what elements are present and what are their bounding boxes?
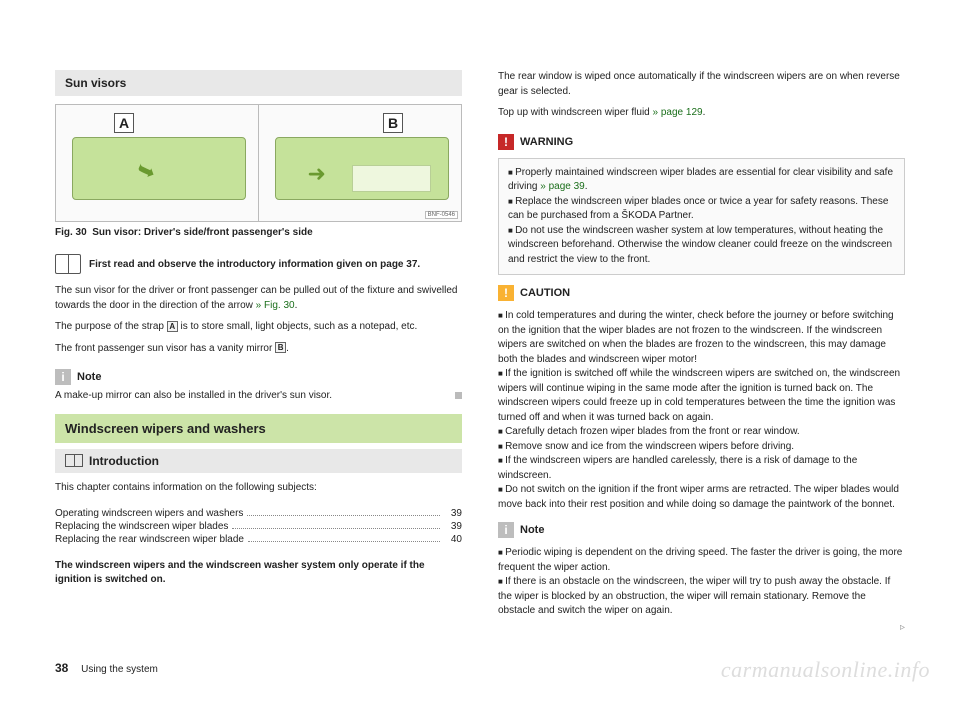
info-row: First read and observe the introductory … — [55, 254, 462, 274]
section-title-sun-visors: Sun visors — [55, 70, 462, 96]
note-body: A make-up mirror can also be installed i… — [55, 389, 462, 404]
toc-row[interactable]: Operating windscreen wipers and washers … — [55, 508, 462, 519]
text: A make-up mirror can also be installed i… — [55, 390, 332, 401]
fig-num: Fig. 30 — [55, 227, 87, 238]
list-item: If the ignition is switched off while th… — [498, 367, 905, 425]
toc-page: 40 — [444, 534, 462, 545]
visor-shape-b — [275, 137, 449, 200]
section-name: Using the system — [81, 664, 158, 675]
figure-label-a: A — [114, 113, 134, 133]
paragraph: The front passenger sun visor has a vani… — [55, 342, 462, 357]
note-heading: i Note — [498, 522, 905, 538]
inline-label-a: A — [167, 321, 178, 332]
toc-row[interactable]: Replacing the rear windscreen wiper blad… — [55, 534, 462, 545]
info-icon: i — [55, 369, 71, 385]
note-heading: i Note — [55, 369, 462, 385]
figure-link[interactable]: » Fig. 30 — [256, 300, 295, 311]
paragraph: The rear window is wiped once automatica… — [498, 70, 905, 99]
continue-icon: ▹ — [900, 621, 905, 636]
figure-label-b: B — [383, 113, 403, 133]
warning-icon: ! — [498, 134, 514, 150]
list-item: Do not switch on the ignition if the fro… — [498, 483, 905, 512]
text: Top up with windscreen wiper fluid — [498, 107, 653, 118]
list-item: Periodic wiping is dependent on the driv… — [498, 546, 905, 575]
note-body: Periodic wiping is dependent on the driv… — [498, 546, 905, 635]
list-item: If the windscreen wipers are handled car… — [498, 454, 905, 483]
page: Sun visors ➥ ➜ A B BNF-0546 Fig. 30 Sun … — [0, 0, 960, 701]
page-footer: 38 Using the system — [55, 661, 158, 675]
fig-text: Sun visor: Driver's side/front passenger… — [92, 227, 312, 238]
figure-panel-b: ➜ — [258, 105, 461, 221]
list-item: Carefully detach frozen wiper blades fro… — [498, 425, 905, 440]
page-link[interactable]: » page 39 — [540, 181, 585, 192]
caution-label: CAUTION — [520, 287, 570, 299]
paragraph: Top up with windscreen wiper fluid » pag… — [498, 106, 905, 121]
paragraph: The sun visor for the driver or front pa… — [55, 284, 462, 313]
toc-leader — [247, 515, 440, 516]
left-column: Sun visors ➥ ➜ A B BNF-0546 Fig. 30 Sun … — [55, 70, 480, 681]
toc-text: Operating windscreen wipers and washers — [55, 508, 243, 519]
text: The front passenger sun visor has a vani… — [55, 343, 275, 354]
caution-body: In cold temperatures and during the wint… — [498, 309, 905, 512]
arrow-icon: ➜ — [307, 161, 325, 187]
toc-leader — [248, 541, 440, 542]
paragraph: The purpose of the strap A is to store s… — [55, 320, 462, 335]
toc-page: 39 — [444, 521, 462, 532]
caution-heading: ! CAUTION — [498, 285, 905, 301]
figure-panel-a: ➥ — [56, 105, 258, 221]
note-label: Note — [77, 371, 101, 383]
figure-code: BNF-0546 — [425, 211, 458, 219]
book-icon — [65, 454, 83, 467]
toc-text: Replacing the rear windscreen wiper blad… — [55, 534, 244, 545]
chapter-title: Windscreen wipers and washers — [55, 414, 462, 443]
warning-heading: ! WARNING — [498, 134, 905, 150]
intro-lead: This chapter contains information on the… — [55, 481, 462, 496]
inline-label-b: B — [275, 342, 286, 353]
info-icon: i — [498, 522, 514, 538]
toc-page: 39 — [444, 508, 462, 519]
bold-paragraph: The windscreen wipers and the windscreen… — [55, 559, 462, 587]
text: The purpose of the strap — [55, 321, 167, 332]
toc-leader — [232, 528, 440, 529]
intro-label: Introduction — [89, 454, 159, 468]
warning-box: Properly maintained windscreen wiper bla… — [498, 158, 905, 276]
right-column: The rear window is wiped once automatica… — [480, 70, 905, 681]
section-end-icon — [455, 392, 462, 399]
toc-row[interactable]: Replacing the windscreen wiper blades 39 — [55, 521, 462, 532]
visor-shape-a — [72, 137, 246, 200]
page-link[interactable]: » page 129 — [653, 107, 703, 118]
list-item: Replace the windscreen wiper blades once… — [508, 195, 895, 224]
list-item: In cold temperatures and during the wint… — [498, 309, 905, 367]
list-item: Remove snow and ice from the windscreen … — [498, 440, 905, 455]
intro-heading: Introduction — [55, 449, 462, 473]
list-item: Do not use the windscreen washer system … — [508, 224, 895, 268]
page-number: 38 — [55, 661, 68, 675]
toc: Operating windscreen wipers and washers … — [55, 506, 462, 547]
figure-caption: Fig. 30 Sun visor: Driver's side/front p… — [55, 227, 462, 238]
caution-icon: ! — [498, 285, 514, 301]
list-item: Properly maintained windscreen wiper bla… — [508, 166, 895, 195]
warning-label: WARNING — [520, 136, 573, 148]
figure-sun-visor: ➥ ➜ A B BNF-0546 — [55, 104, 462, 222]
mirror-shape — [352, 165, 431, 192]
list-item: If there is an obstacle on the windscree… — [498, 575, 905, 619]
text: is to store small, light objects, such a… — [178, 321, 418, 332]
note-label: Note — [520, 524, 544, 536]
info-text: First read and observe the introductory … — [89, 259, 420, 270]
book-icon — [55, 254, 81, 274]
toc-text: Replacing the windscreen wiper blades — [55, 521, 228, 532]
